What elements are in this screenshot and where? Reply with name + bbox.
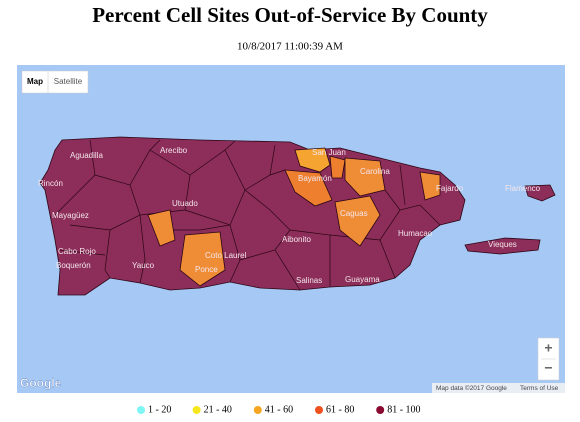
map-type-control: Map Satellite (21, 70, 89, 94)
place-label: Utuado (172, 199, 198, 208)
map-data-attribution: Map data ©2017 Google (436, 384, 507, 392)
place-label: Mayagüez (52, 211, 89, 220)
legend-swatch (253, 406, 262, 414)
place-label: Cabo Rojo (58, 247, 96, 256)
vieques (464, 237, 541, 255)
place-label: Coto Laurel (205, 251, 247, 260)
legend-swatch (315, 406, 323, 414)
satellite-button[interactable]: Satellite (54, 77, 83, 86)
place-label: Caguas (340, 209, 368, 218)
timestamp: 10/8/2017 11:00:39 AM (237, 41, 343, 53)
legend-label: 41 - 60 (265, 404, 293, 415)
legend-label: 81 - 100 (387, 404, 420, 415)
place-label: Flamenco (505, 184, 541, 193)
legend-label: 21 - 40 (204, 404, 232, 415)
zoom-out[interactable]: − (544, 360, 552, 376)
legend-swatch (137, 406, 145, 414)
page-title: Percent Cell Sites Out-of-Service By Cou… (92, 3, 488, 27)
map-button[interactable]: Map (27, 77, 43, 86)
legend-swatch (192, 406, 201, 414)
place-label: Humacao (398, 229, 433, 238)
legend-swatch (376, 406, 385, 414)
place-label: Rincón (38, 179, 63, 188)
place-label: San Juan (312, 148, 346, 157)
place-label: Salinas (296, 276, 322, 285)
place-label: Carolina (360, 167, 390, 176)
place-label: Ponce (195, 265, 218, 274)
place-label: Bayamón (298, 174, 332, 183)
culebra (524, 184, 556, 202)
terms-link[interactable]: Terms of Use (520, 385, 559, 392)
legend-label: 61 - 80 (326, 404, 354, 415)
place-label: Guayama (345, 275, 380, 284)
place-label: Arecibo (160, 146, 188, 155)
high-outage-areas (147, 147, 441, 287)
zoom-in[interactable]: + (544, 340, 552, 356)
google-logo[interactable]: Google (20, 376, 62, 390)
attribution-bar (432, 383, 565, 393)
place-label: Vieques (488, 240, 517, 249)
legend-label: 1 - 20 (148, 404, 171, 415)
place-label: Aguadilla (70, 151, 103, 160)
legend: 1 - 20 21 - 40 41 - 60 61 - 80 81 - 100 (137, 404, 421, 415)
county-borders (54, 139, 441, 291)
zoom-control: + − (537, 337, 560, 381)
map[interactable]: Aguadilla Arecibo Rincón Mayagüez Cabo R… (17, 65, 565, 393)
place-label: Boquerón (56, 261, 91, 270)
place-label: Fajardo (436, 184, 464, 193)
place-labels: Aguadilla Arecibo Rincón Mayagüez Cabo R… (38, 146, 541, 285)
place-label: Aibonito (282, 235, 311, 244)
place-label: Yauco (132, 261, 155, 270)
